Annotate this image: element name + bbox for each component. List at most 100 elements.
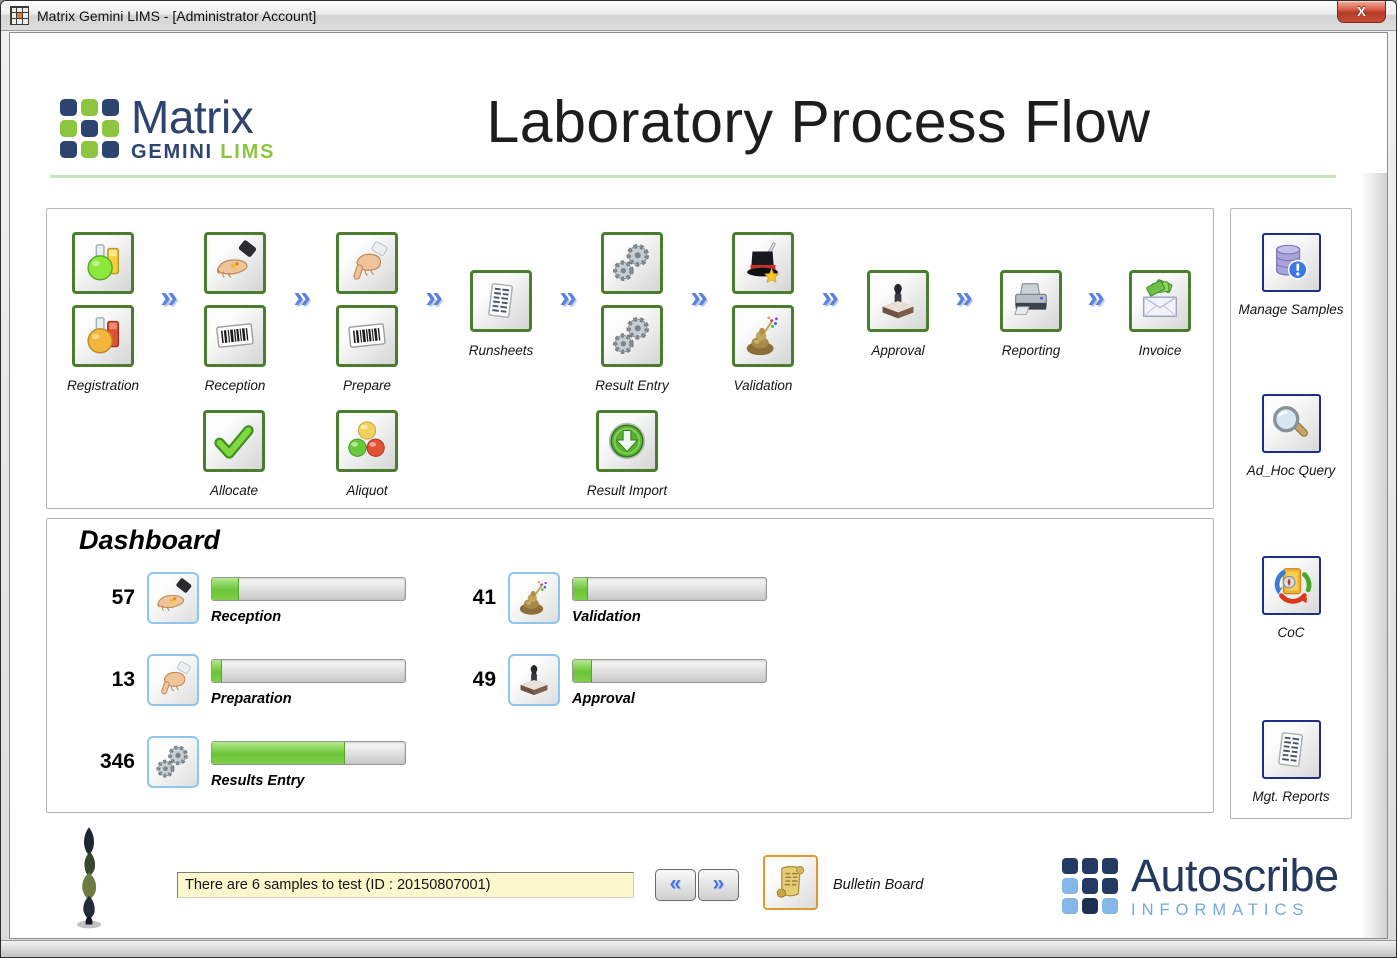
flow-arrow-icon: »: [425, 279, 443, 314]
sidebar-item-label: Mgt. Reports: [1252, 789, 1330, 804]
flow-step-label: Aliquot: [346, 483, 388, 498]
page-title: Laboratory Process Flow: [486, 89, 1151, 155]
sidebar-item-label: Ad_Hoc Query: [1246, 463, 1336, 478]
progress-fill: [212, 578, 240, 600]
sidebar-item-label: Manage Samples: [1238, 302, 1344, 317]
autoscribe-logo-text: Autoscribe INFORMATICS: [1131, 853, 1339, 920]
flow-step-aliquot: Aliquot: [302, 410, 432, 498]
matrix-logo-text: Matrix GEMINI LIMS: [131, 94, 275, 164]
runsheet-document-icon[interactable]: [470, 270, 532, 332]
flow-step-registration: Registration: [38, 232, 168, 393]
flow-arrow-icon: »: [690, 279, 708, 314]
progress-bar: [211, 741, 406, 765]
flow-step-runsheets: Runsheets: [436, 270, 566, 358]
progress-bar: [572, 577, 767, 601]
flow-step-label: Reception: [204, 378, 266, 393]
app-grid-icon: [10, 6, 29, 25]
gold-wand-icon[interactable]: [508, 572, 560, 624]
sidebar-item-coc: CoC: [1231, 556, 1351, 642]
flow-step-reporting: Reporting: [966, 270, 1096, 358]
flow-step-label: Approval: [871, 343, 925, 358]
flow-step-result-entry: Result Entry: [567, 232, 697, 393]
sidebar-item-adhoc-query: Ad_Hoc Query: [1231, 394, 1351, 480]
dashboard-label: Results Entry: [211, 773, 305, 789]
flow-step-result-import: Result Import: [562, 410, 692, 498]
dashboard-row-preparation: 13 Preparation: [69, 654, 406, 707]
flow-step-label: Validation: [733, 378, 793, 393]
dashboard-label: Approval: [572, 691, 635, 707]
autoscribe-logo: Autoscribe INFORMATICS: [1062, 853, 1339, 920]
pointing-hand-icon[interactable]: [147, 654, 199, 706]
lims-text: LIMS: [220, 141, 276, 163]
green-download-icon[interactable]: [596, 410, 658, 472]
dashboard-count: 41: [472, 586, 496, 609]
gears-icon[interactable]: [147, 736, 199, 788]
previous-message-button[interactable]: «: [655, 869, 696, 901]
dashboard-title: Dashboard: [79, 525, 221, 555]
barcode-icon[interactable]: [336, 305, 398, 367]
report-document-icon[interactable]: [1261, 720, 1321, 779]
dashboard-label: Validation: [572, 609, 641, 625]
dashboard-label: Reception: [211, 609, 282, 625]
flow-step-label: Registration: [66, 378, 140, 393]
green-check-icon[interactable]: [203, 410, 265, 472]
sidebar-item-mgt-reports: Mgt. Reports: [1231, 720, 1351, 806]
flow-step-invoice: Invoice: [1095, 270, 1225, 358]
open-hand-icon[interactable]: [147, 572, 199, 624]
gemini-text: GEMINI: [131, 141, 213, 163]
flow-step-label: Prepare: [342, 378, 392, 393]
dashboard-row-validation: 41 Validation: [430, 572, 767, 625]
progress-fill: [212, 660, 222, 682]
sidebar: Manage Samples Ad_Hoc Query CoC Mgt. Rep…: [1230, 208, 1352, 819]
progress-fill: [573, 660, 593, 682]
progress-fill: [573, 578, 589, 600]
close-button[interactable]: X: [1337, 1, 1386, 23]
flow-step-label: Reporting: [1001, 343, 1061, 358]
magic-hat-icon[interactable]: [732, 232, 794, 294]
flow-arrow-icon: »: [293, 279, 311, 314]
database-icon[interactable]: [1261, 233, 1321, 292]
bulletin-board-scroll-icon[interactable]: [763, 855, 818, 910]
dashboard-count: 57: [111, 586, 135, 609]
status-message-field[interactable]: [177, 872, 634, 898]
flow-step-label: Result Import: [586, 483, 668, 498]
flow-arrow-icon: »: [559, 279, 577, 314]
money-envelope-icon[interactable]: [1129, 270, 1191, 332]
sample-flasks-red-icon[interactable]: [72, 305, 134, 367]
open-hand-icon[interactable]: [204, 232, 266, 294]
dashboard-label: Preparation: [211, 691, 292, 707]
sidebar-item-label: CoC: [1277, 625, 1305, 640]
barcode-icon[interactable]: [204, 305, 266, 367]
coc-compass-icon[interactable]: [1261, 556, 1321, 615]
process-flow-panel: Registration » Reception » Prepare » Run…: [46, 208, 1214, 509]
colored-balls-icon[interactable]: [336, 410, 398, 472]
gears-icon[interactable]: [601, 232, 663, 294]
dashboard-row-approval: 49 Approval: [430, 654, 767, 707]
flow-step-prepare: Prepare: [302, 232, 432, 393]
sample-flasks-green-icon[interactable]: [72, 232, 134, 294]
main-content: Matrix GEMINI LIMS Laboratory Process Fl…: [9, 32, 1388, 939]
flow-step-reception: Reception: [170, 232, 300, 393]
rubber-stamp-icon[interactable]: [508, 654, 560, 706]
pointing-hand-icon[interactable]: [336, 232, 398, 294]
gears-icon[interactable]: [601, 305, 663, 367]
flow-step-label: Allocate: [209, 483, 259, 498]
autoscribe-sub-brand: INFORMATICS: [1131, 900, 1310, 919]
next-message-button[interactable]: »: [698, 869, 739, 901]
bulletin-board-label: Bulletin Board: [833, 877, 924, 893]
totem-sculpture-image: [76, 827, 102, 929]
printer-icon[interactable]: [1000, 270, 1062, 332]
dashboard: Dashboard 57 Reception 13 Preparation 34…: [46, 518, 1214, 813]
rubber-stamp-icon[interactable]: [867, 270, 929, 332]
header-divider: [50, 175, 1336, 178]
magnifier-icon[interactable]: [1261, 394, 1321, 453]
autoscribe-logo-grid-icon: [1062, 858, 1118, 915]
progress-fill: [212, 742, 346, 764]
flow-step-label: Result Entry: [595, 378, 669, 393]
dashboard-row-reception: 57 Reception: [69, 572, 406, 625]
flow-arrow-icon: »: [955, 279, 973, 314]
dashboard-row-results-entry: 346 Results Entry: [69, 736, 406, 789]
gold-wand-icon[interactable]: [732, 305, 794, 367]
flow-step-approval: Approval: [833, 270, 963, 358]
